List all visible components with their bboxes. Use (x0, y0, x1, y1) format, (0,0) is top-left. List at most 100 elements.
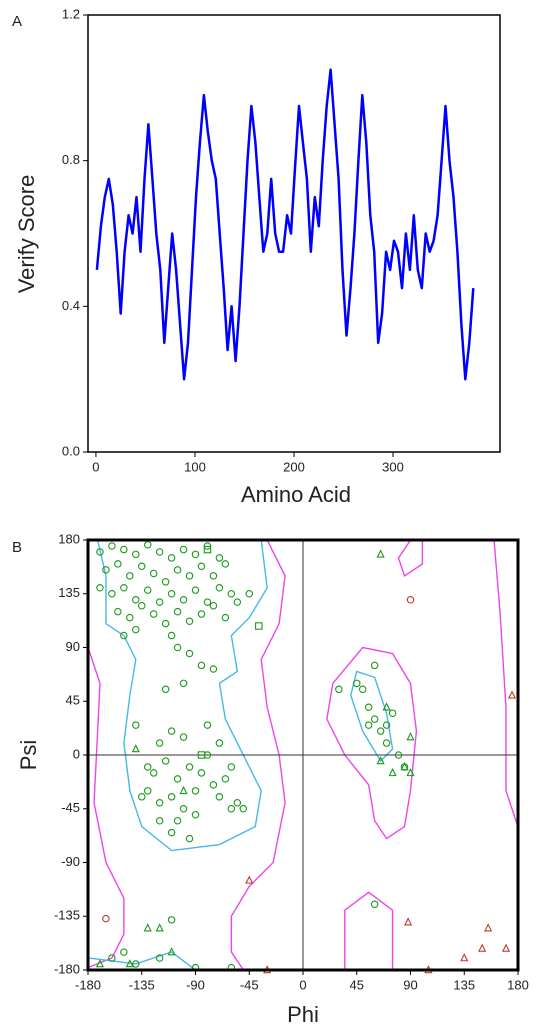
point (155, 954, 164, 962)
panel-label: B (12, 539, 22, 556)
point (382, 702, 391, 711)
point (370, 900, 379, 909)
point (161, 578, 170, 586)
point (161, 757, 170, 765)
point (191, 586, 200, 594)
outer-contour (88, 540, 518, 970)
point (406, 595, 415, 604)
point (203, 598, 212, 606)
point (388, 709, 397, 717)
point (185, 649, 194, 658)
point (221, 560, 230, 568)
point (209, 781, 218, 789)
point (209, 665, 218, 673)
point (209, 572, 218, 580)
point (149, 610, 158, 618)
x-tick-label: -90 (186, 977, 205, 992)
point (376, 727, 385, 735)
x-tick-label: 200 (283, 459, 305, 474)
x-tick-label: 90 (403, 977, 417, 992)
point (179, 785, 188, 795)
y-axis-title: Psi (16, 740, 41, 771)
y-tick-label: 45 (66, 693, 80, 708)
point (132, 550, 140, 559)
point (185, 617, 194, 625)
point (138, 793, 146, 801)
point (167, 554, 176, 562)
point (233, 598, 242, 606)
point (382, 739, 391, 747)
point (191, 550, 200, 559)
point (191, 810, 200, 819)
point (382, 721, 391, 729)
y-tick-label: -180 (54, 961, 80, 976)
point (167, 793, 176, 801)
point (197, 769, 206, 777)
point (215, 739, 224, 747)
point (352, 679, 361, 688)
panel-label: A (12, 13, 22, 30)
point (155, 548, 164, 556)
point (255, 622, 263, 630)
y-tick-label: 0.0 (62, 443, 80, 458)
point (155, 923, 164, 932)
point (179, 679, 188, 688)
point (478, 943, 487, 952)
point (167, 727, 176, 735)
y-tick-label: -135 (54, 908, 80, 923)
point (132, 595, 140, 604)
y-tick-label: 1.2 (62, 6, 80, 21)
point (143, 541, 152, 549)
point (114, 560, 122, 568)
point (185, 763, 194, 771)
point (120, 631, 128, 640)
point (143, 763, 152, 771)
point (215, 793, 224, 801)
point (233, 799, 242, 807)
point (95, 959, 105, 968)
point (203, 545, 212, 554)
point (167, 916, 176, 924)
point (197, 562, 206, 571)
x-axis-title: Phi (287, 1002, 319, 1027)
point (221, 613, 230, 622)
point (155, 816, 164, 825)
point (507, 690, 517, 699)
x-tick-label: 135 (453, 977, 475, 992)
point (143, 586, 152, 594)
point (161, 619, 170, 628)
point (203, 721, 212, 729)
point (501, 943, 511, 952)
point (126, 572, 134, 580)
point (227, 763, 236, 771)
y-tick-label: -90 (61, 854, 80, 869)
point (149, 569, 158, 578)
point (221, 775, 230, 783)
y-tick-label: 180 (58, 531, 80, 546)
point (108, 542, 116, 550)
point (132, 721, 140, 729)
y-tick-label: -45 (61, 800, 80, 815)
point (102, 914, 110, 923)
y-tick-label: 0.8 (62, 152, 80, 167)
point (191, 787, 200, 795)
x-tick-label: 300 (382, 459, 404, 474)
point (358, 685, 367, 694)
point (161, 685, 170, 694)
point (120, 948, 128, 956)
point (215, 584, 224, 592)
x-tick-label: -45 (240, 977, 259, 992)
point (209, 601, 218, 610)
point (185, 572, 194, 580)
point (155, 598, 164, 606)
point (114, 607, 122, 616)
point (215, 554, 224, 562)
point (143, 787, 152, 795)
point (167, 589, 176, 598)
point (96, 584, 104, 592)
y-tick-label: 135 (58, 585, 80, 600)
point (227, 589, 236, 598)
point (394, 751, 403, 759)
